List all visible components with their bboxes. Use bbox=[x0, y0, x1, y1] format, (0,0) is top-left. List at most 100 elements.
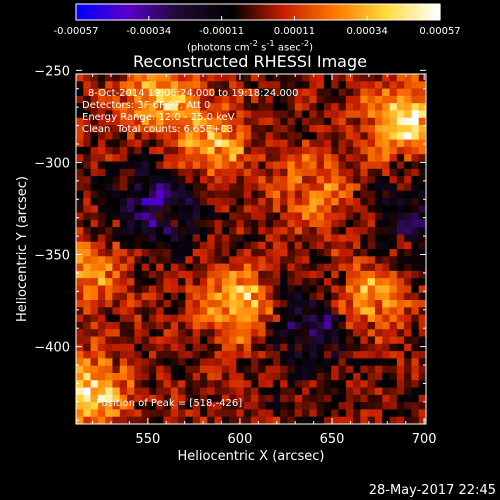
heatmap-cell bbox=[243, 190, 252, 199]
heatmap-cell bbox=[353, 241, 361, 250]
heatmap-cell bbox=[236, 227, 245, 235]
heatmap-cell bbox=[127, 125, 135, 133]
heatmap-cell bbox=[236, 307, 245, 315]
heatmap-cell bbox=[229, 95, 237, 104]
heatmap-cell bbox=[214, 358, 223, 366]
heatmap-cell bbox=[112, 278, 121, 286]
heatmap-cell bbox=[229, 292, 237, 301]
heatmap-cell bbox=[287, 219, 296, 228]
heatmap-cell bbox=[112, 263, 121, 272]
heatmap-cell bbox=[170, 263, 179, 272]
heatmap-cell bbox=[97, 146, 106, 155]
heatmap-cell bbox=[221, 263, 230, 272]
heatmap-cell bbox=[404, 110, 412, 119]
heatmap-cell bbox=[367, 285, 376, 294]
heatmap-cell bbox=[185, 183, 193, 191]
heatmap-cell bbox=[309, 205, 317, 213]
heatmap-cell bbox=[112, 416, 121, 425]
heatmap-cell bbox=[199, 300, 208, 308]
heatmap-cell bbox=[199, 154, 208, 162]
heatmap-cell bbox=[272, 256, 281, 264]
heatmap-cell bbox=[192, 358, 201, 366]
heatmap-cell bbox=[367, 387, 376, 396]
heatmap-cell bbox=[265, 168, 274, 177]
heatmap-cell bbox=[345, 416, 354, 425]
heatmap-cell bbox=[148, 183, 157, 191]
heatmap-cell bbox=[316, 329, 325, 337]
heatmap-cell bbox=[97, 329, 106, 337]
heatmap-cell bbox=[331, 365, 339, 374]
colorbar-segment bbox=[112, 4, 115, 20]
heatmap-cell bbox=[192, 314, 201, 323]
heatmap-cell bbox=[178, 161, 186, 170]
heatmap-cell bbox=[141, 372, 150, 381]
heatmap-cell bbox=[272, 103, 281, 111]
colorbar-segment bbox=[222, 4, 225, 20]
heatmap-cell bbox=[163, 256, 172, 264]
heatmap-cell bbox=[265, 161, 274, 170]
heatmap-cell bbox=[331, 234, 339, 243]
heatmap-cell bbox=[404, 321, 412, 330]
heatmap-cell bbox=[76, 132, 84, 140]
colorbar-segment bbox=[400, 4, 403, 20]
heatmap-cell bbox=[418, 343, 427, 352]
heatmap-cell bbox=[360, 190, 368, 199]
heatmap-cell bbox=[236, 394, 245, 403]
heatmap-cell bbox=[170, 197, 179, 206]
heatmap-cell bbox=[97, 161, 106, 170]
heatmap-cell bbox=[309, 300, 317, 308]
heatmap-cell bbox=[374, 168, 383, 177]
heatmap-cell bbox=[294, 343, 303, 352]
heatmap-cell bbox=[178, 292, 186, 301]
colorbar: -0.00057 -0.00034 -0.00011 0.00011 0.00034 0.… bbox=[54, 3, 461, 37]
heatmap-cell bbox=[105, 161, 113, 170]
heatmap-cell bbox=[331, 117, 339, 126]
colorbar-unit-label: (photons cm-2 s-1 asec-2) bbox=[186, 38, 314, 54]
colorbar-segment bbox=[388, 4, 391, 20]
heatmap-cell bbox=[251, 227, 259, 235]
heatmap-cell bbox=[265, 329, 274, 337]
heatmap-cell bbox=[374, 278, 383, 286]
heatmap-cell bbox=[192, 197, 201, 206]
heatmap-cell bbox=[345, 168, 354, 177]
heatmap-cell bbox=[83, 219, 91, 228]
heatmap-cell bbox=[353, 227, 361, 235]
heatmap-cell bbox=[105, 270, 113, 279]
heatmap-cell bbox=[156, 146, 164, 155]
colorbar-segment bbox=[104, 4, 107, 20]
heatmap-cell bbox=[127, 139, 135, 148]
colorbar-segment bbox=[380, 4, 383, 20]
colorbar-segment bbox=[336, 4, 339, 20]
heatmap-cell bbox=[83, 241, 91, 250]
heatmap-cell bbox=[83, 402, 91, 410]
heatmap-cell bbox=[280, 336, 288, 345]
heatmap-cell bbox=[280, 256, 288, 264]
heatmap-cell bbox=[119, 81, 128, 89]
heatmap-cell bbox=[156, 125, 164, 133]
heatmap-cell bbox=[367, 380, 376, 388]
heatmap-cell bbox=[141, 351, 150, 359]
colorbar-segment bbox=[114, 4, 117, 20]
heatmap-cell bbox=[105, 197, 113, 206]
heatmap-cell bbox=[127, 402, 135, 410]
heatmap-cell bbox=[192, 249, 201, 257]
heatmap-cell bbox=[360, 146, 368, 155]
heatmap-cell bbox=[331, 154, 339, 162]
heatmap-cell bbox=[345, 219, 354, 228]
heatmap-cell bbox=[382, 197, 390, 206]
total-counts-annotation: Total counts: 6.65E+03 bbox=[117, 124, 234, 135]
heatmap-cell bbox=[163, 307, 172, 315]
heatmap-cell bbox=[294, 146, 303, 155]
heatmap-cell bbox=[119, 205, 128, 213]
heatmap-cell bbox=[404, 351, 412, 359]
colorbar-segment bbox=[274, 4, 277, 20]
heatmap-cell bbox=[119, 168, 128, 177]
heatmap-cell bbox=[396, 409, 405, 418]
heatmap-cell bbox=[83, 394, 91, 403]
heatmap-cell bbox=[265, 103, 274, 111]
heatmap-cell bbox=[156, 314, 164, 323]
heatmap-cell bbox=[272, 110, 281, 119]
heatmap-cell bbox=[221, 103, 230, 111]
heatmap-cell bbox=[199, 205, 208, 213]
heatmap-cell bbox=[83, 292, 91, 301]
